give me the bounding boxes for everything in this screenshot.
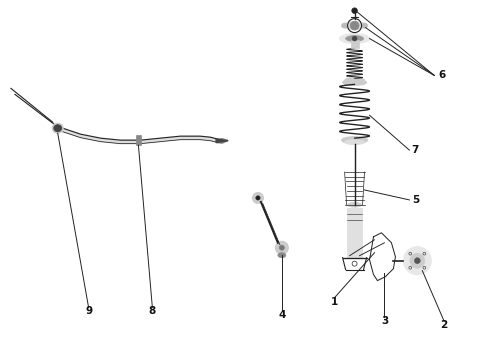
Polygon shape xyxy=(63,128,218,144)
Bar xyxy=(350,40,359,48)
Circle shape xyxy=(403,247,431,275)
Text: 2: 2 xyxy=(441,320,448,330)
Circle shape xyxy=(275,241,288,254)
Circle shape xyxy=(415,258,420,264)
Circle shape xyxy=(352,36,357,41)
Bar xyxy=(347,208,362,258)
Circle shape xyxy=(279,245,284,250)
Ellipse shape xyxy=(343,80,367,85)
Text: 9: 9 xyxy=(85,306,92,316)
Ellipse shape xyxy=(340,33,369,44)
Text: 8: 8 xyxy=(149,306,156,316)
Circle shape xyxy=(410,253,425,268)
Ellipse shape xyxy=(342,23,347,28)
Ellipse shape xyxy=(345,36,364,41)
Ellipse shape xyxy=(54,125,61,131)
Circle shape xyxy=(252,193,264,203)
Text: 1: 1 xyxy=(331,297,338,306)
Ellipse shape xyxy=(342,137,368,144)
Circle shape xyxy=(256,196,260,200)
Text: 5: 5 xyxy=(412,195,419,205)
Bar xyxy=(136,135,141,145)
Polygon shape xyxy=(218,139,228,143)
Ellipse shape xyxy=(362,23,368,28)
Ellipse shape xyxy=(54,125,62,132)
Ellipse shape xyxy=(343,22,366,30)
Ellipse shape xyxy=(52,123,63,133)
Ellipse shape xyxy=(347,203,362,207)
Polygon shape xyxy=(216,139,228,143)
Circle shape xyxy=(352,8,357,13)
Ellipse shape xyxy=(344,77,365,84)
Text: 4: 4 xyxy=(278,310,286,320)
Text: 6: 6 xyxy=(439,71,446,80)
Ellipse shape xyxy=(344,140,365,145)
Ellipse shape xyxy=(278,253,286,258)
Text: 3: 3 xyxy=(381,316,388,327)
Text: 7: 7 xyxy=(412,145,419,155)
Circle shape xyxy=(350,21,359,30)
